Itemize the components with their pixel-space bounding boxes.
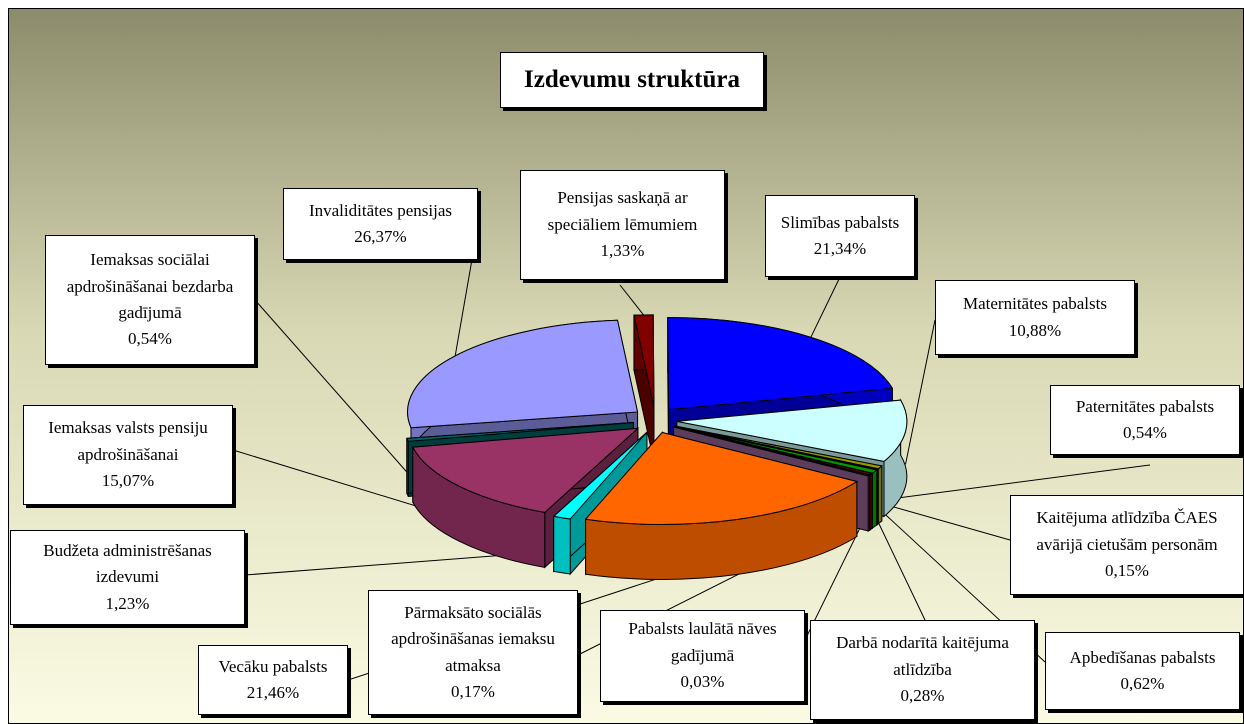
slice [673, 426, 871, 477]
data-label: 26,37% [354, 227, 407, 246]
category-label: Iemaksas sociālai apdrošināšanai bezdarb… [66, 250, 234, 322]
category-label: Pensijas saskaņā ar speciāliem lēmumiem [547, 188, 698, 234]
slice [676, 399, 908, 462]
slice-side [553, 515, 571, 575]
data-label: 0,54% [128, 329, 172, 349]
leader-line [877, 501, 1011, 541]
callout: Vecāku pabalsts 21,46% [198, 645, 348, 715]
leader-line [870, 506, 926, 621]
callout: Paternitātes pabalsts 0,54% [1050, 385, 1240, 455]
callout: Maternitātes pabalsts 10,88% [935, 280, 1135, 355]
data-label: 21,46% [246, 683, 300, 702]
data-label: 0,54% [1123, 423, 1167, 442]
leader-line [804, 507, 871, 641]
slice-side [406, 438, 409, 497]
callout: Kaitējuma atlīdzība ČAES avārijā cietušā… [1010, 495, 1244, 595]
slice [407, 319, 639, 429]
callout: Apbedīšanas pabalsts 0,62% [1045, 632, 1240, 710]
data-label: 0,15% [1105, 561, 1149, 581]
data-label: 0,28% [900, 686, 945, 706]
slice [584, 431, 859, 525]
callout: Budžeta administrēšanas izdevumi 1,23% [10, 530, 245, 625]
slice [633, 314, 655, 407]
data-label: 0,62% [1120, 674, 1165, 693]
data-label: 21,34% [813, 239, 867, 258]
slice-side [867, 474, 871, 532]
data-label: 1,23% [105, 593, 150, 613]
category-label: Apbedīšanas pabalsts [1069, 647, 1216, 667]
callout: Iemaksas valsts pensiju apdrošināšanai 15… [23, 405, 233, 505]
category-label: Pabalsts laulātā nāves gadījumā [628, 619, 777, 665]
leader-line [810, 276, 841, 338]
data-label: 0,03% [680, 672, 725, 692]
callout: Pensijas saskaņā ar speciāliem lēmumiem 1… [520, 170, 725, 280]
slice [667, 317, 894, 411]
data-label: 0,17% [451, 681, 495, 701]
leader-line [905, 319, 936, 465]
slice [406, 421, 634, 442]
slice-side [871, 469, 878, 530]
callout: Pabalsts laulātā nāves gadījumā 0,03% [600, 610, 805, 702]
leader-line [879, 464, 1151, 501]
callout: Darbā nodarītā kaitējuma atlīdzība 0,28% [810, 620, 1035, 720]
category-label: Maternitātes pabalsts [963, 294, 1107, 314]
data-label: 1,33% [600, 241, 645, 261]
callout: Invaliditātes pensijas 26,37% [283, 188, 478, 260]
data-label: 15,07% [101, 471, 155, 491]
chart-title: Izdevumu struktūra [500, 52, 764, 108]
category-label: Pārmaksāto sociālās apdrošināšanas iemak… [391, 602, 555, 675]
callout: Iemaksas sociālai apdrošināšanai bezdarb… [45, 235, 255, 365]
category-label: Budžeta administrēšanas izdevumi [43, 540, 212, 587]
callout: Pārmaksāto sociālās apdrošināšanas iemak… [368, 590, 578, 715]
category-label: Kaitējuma atlīdzība ČAES avārijā cietušā… [1036, 508, 1218, 554]
category-label: Invaliditātes pensijas [308, 200, 453, 220]
slice [552, 431, 648, 520]
category-label: Vecāku pabalsts [218, 656, 328, 676]
category-label: Paternitātes pabalsts [1075, 396, 1215, 416]
callout: Slimības pabalsts 21,34% [765, 195, 915, 277]
leader-line [619, 284, 644, 316]
slice [412, 427, 640, 513]
data-label: 10,88% [1008, 320, 1062, 340]
category-label: Iemaksas valsts pensiju apdrošināšanai [48, 418, 208, 464]
category-label: Darbā nodarītā kaitējuma atlīdzība [836, 633, 1009, 679]
leader-line [254, 299, 408, 474]
category-label: Slimības pabalsts [780, 212, 900, 232]
slice-side [877, 464, 883, 525]
